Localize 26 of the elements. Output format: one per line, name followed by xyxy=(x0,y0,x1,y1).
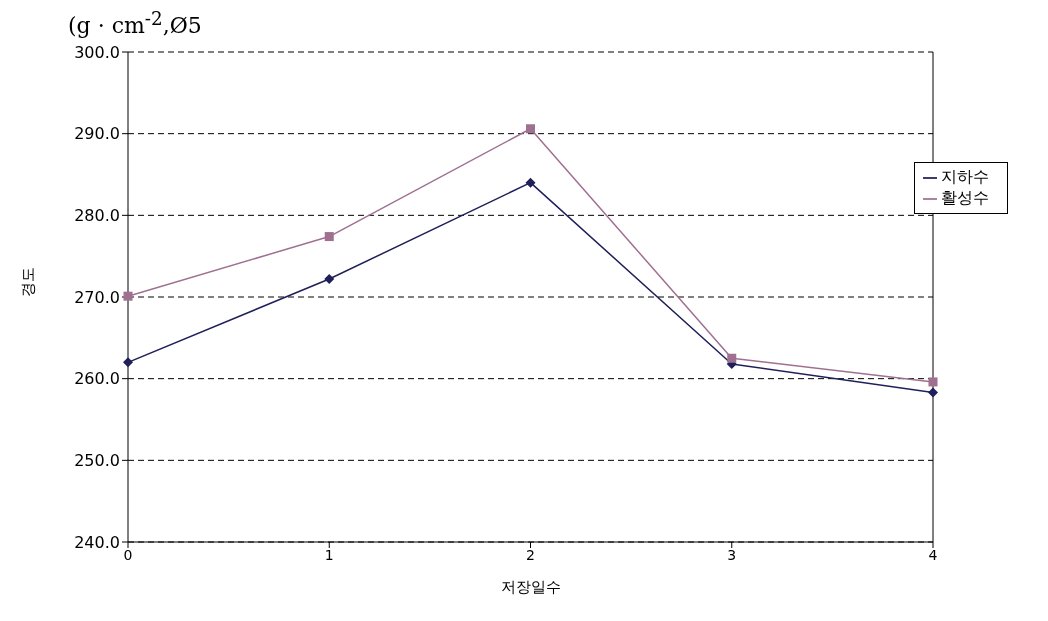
point xyxy=(123,291,133,301)
point xyxy=(928,377,938,387)
point xyxy=(123,357,133,368)
x-axis-title: 저장일수 xyxy=(500,578,561,596)
y-axis-title: 경도 xyxy=(19,267,38,297)
x-tick-label: 1 xyxy=(324,546,334,563)
point xyxy=(727,353,737,363)
point xyxy=(324,274,335,285)
x-tick-label: 2 xyxy=(526,546,535,563)
point xyxy=(526,124,535,134)
y-tick-label: 290.0 xyxy=(74,124,120,144)
y-tick-label: 280.0 xyxy=(74,206,120,226)
point xyxy=(525,177,536,188)
point xyxy=(324,232,334,242)
x-tick-label: 3 xyxy=(727,546,737,563)
x-tick-label: 4 xyxy=(928,546,938,563)
y-tick-label: 300.0 xyxy=(74,42,120,62)
legend-label: 지하수 xyxy=(941,167,989,186)
chart-title: (g · cm$^{-2}$,Ø5 xyxy=(67,8,203,41)
point xyxy=(928,387,938,398)
x-tick-label: 0 xyxy=(123,546,133,563)
y-tick-label: 260.0 xyxy=(74,369,120,389)
y-tick-label: 250.0 xyxy=(74,451,120,471)
y-tick-label: 270.0 xyxy=(74,287,120,307)
y-tick-label: 240.0 xyxy=(74,532,120,552)
legend-label: 활성수 xyxy=(941,188,989,207)
